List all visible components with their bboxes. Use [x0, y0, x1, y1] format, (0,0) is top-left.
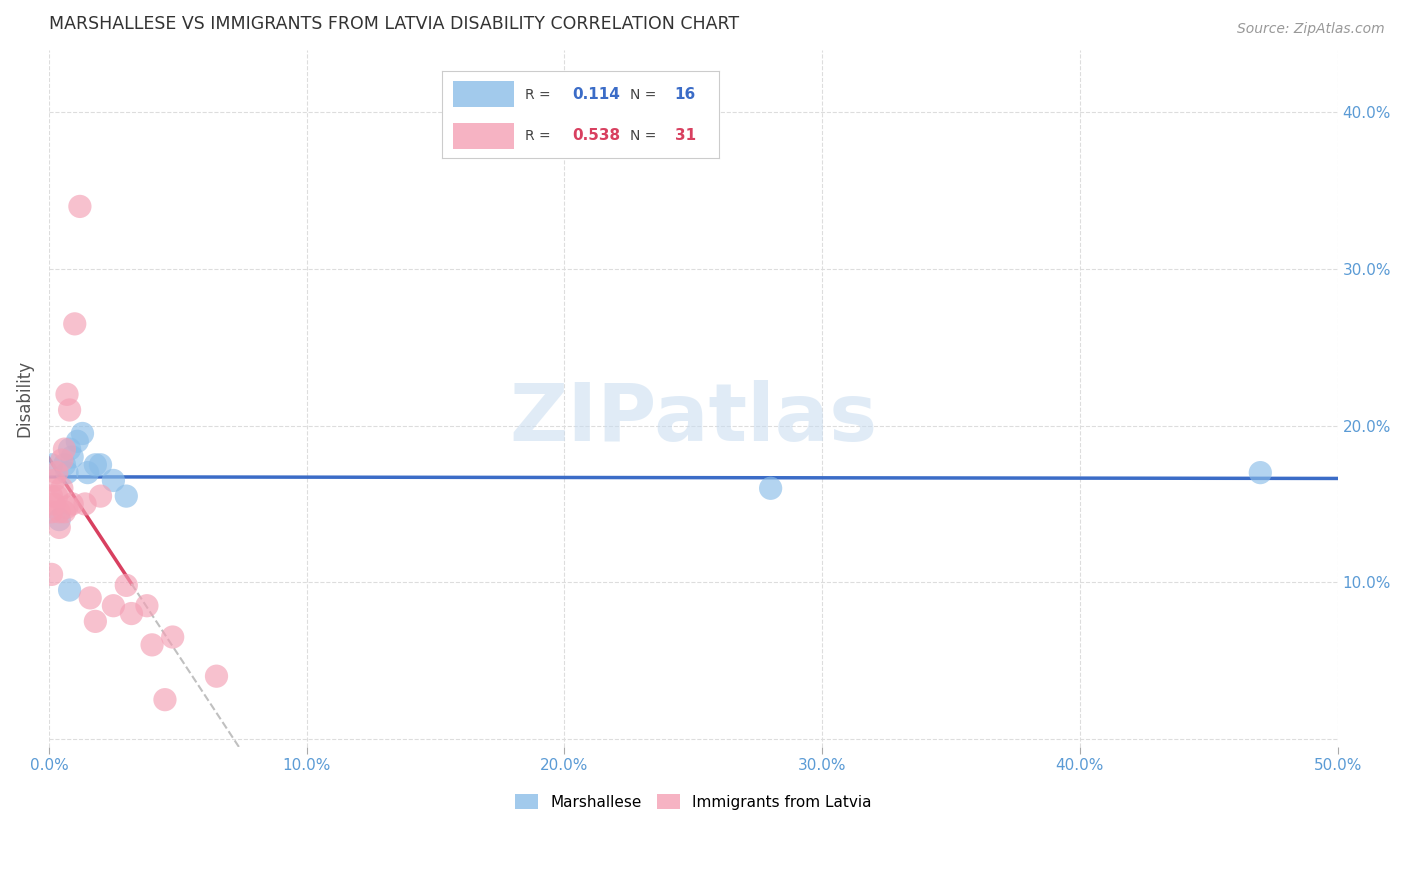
Point — [66, 434, 89, 449]
Point — [56, 466, 79, 480]
Text: Source: ZipAtlas.com: Source: ZipAtlas.com — [1237, 22, 1385, 37]
Point — [135, 599, 157, 613]
Text: MARSHALLESE VS IMMIGRANTS FROM LATVIA DISABILITY CORRELATION CHART: MARSHALLESE VS IMMIGRANTS FROM LATVIA DI… — [49, 15, 740, 33]
Point — [1249, 466, 1271, 480]
Point — [69, 199, 91, 213]
Legend: Marshallese, Immigrants from Latvia: Marshallese, Immigrants from Latvia — [509, 788, 877, 815]
Point — [115, 578, 138, 592]
Point — [115, 489, 138, 503]
Point — [63, 317, 86, 331]
Point — [73, 497, 96, 511]
Point — [42, 497, 65, 511]
Point — [60, 497, 83, 511]
Point — [58, 442, 80, 457]
Point — [56, 387, 79, 401]
Point — [51, 481, 73, 495]
Point — [89, 489, 111, 503]
Point — [84, 458, 107, 472]
Point — [48, 513, 70, 527]
Point — [48, 505, 70, 519]
Point — [41, 567, 63, 582]
Point — [759, 481, 782, 495]
Point — [120, 607, 142, 621]
Point — [42, 474, 65, 488]
Point — [89, 458, 111, 472]
Text: ZIPatlas: ZIPatlas — [509, 380, 877, 458]
Point — [205, 669, 228, 683]
Point — [53, 458, 76, 472]
Point — [41, 458, 63, 472]
Point — [56, 500, 79, 514]
Point — [76, 466, 98, 480]
Point — [79, 591, 101, 605]
Point — [72, 426, 94, 441]
Y-axis label: Disability: Disability — [15, 359, 32, 437]
Point — [41, 505, 63, 519]
Point — [53, 505, 76, 519]
Point — [58, 403, 80, 417]
Point — [48, 520, 70, 534]
Point — [45, 489, 67, 503]
Point — [103, 599, 125, 613]
Point — [60, 450, 83, 464]
Point — [84, 615, 107, 629]
Point — [58, 583, 80, 598]
Point — [53, 442, 76, 457]
Point — [153, 692, 176, 706]
Point — [51, 453, 73, 467]
Point — [103, 474, 125, 488]
Point — [45, 466, 67, 480]
Point — [162, 630, 184, 644]
Point — [141, 638, 163, 652]
Point — [41, 489, 63, 503]
